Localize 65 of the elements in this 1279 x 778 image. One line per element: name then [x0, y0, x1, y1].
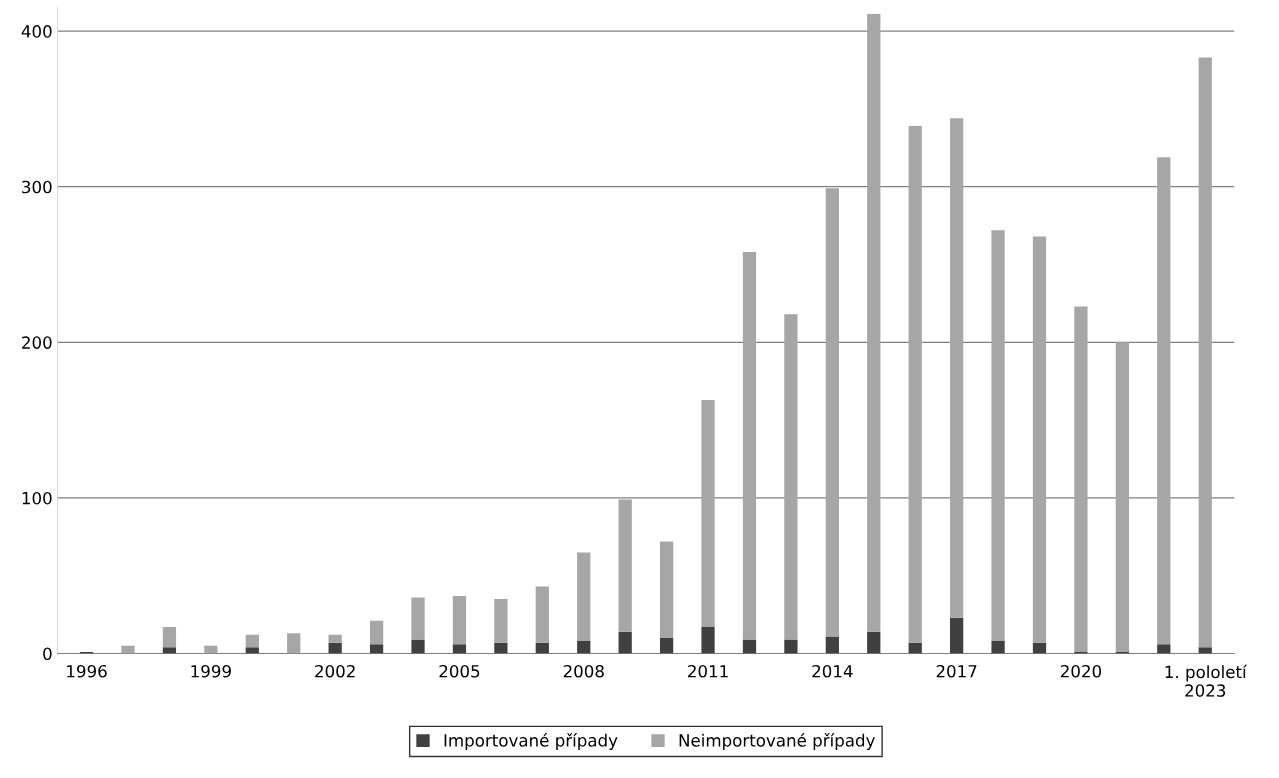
x-tick-label: 1999 [191, 664, 231, 678]
bar [162, 627, 177, 648]
bar [825, 188, 839, 637]
legend-label: Neimportované případy [679, 733, 875, 750]
bar [287, 633, 301, 654]
bar [411, 597, 425, 640]
bar [701, 627, 715, 654]
bar [825, 636, 839, 654]
x-tick-label: 2017 [936, 664, 977, 678]
bar [1157, 644, 1171, 654]
y-tick-label: 300 [22, 180, 52, 194]
bar [245, 647, 259, 654]
bar [742, 252, 757, 640]
bar [1198, 57, 1212, 648]
bar [577, 552, 591, 642]
bar [950, 617, 964, 654]
bar [618, 631, 632, 654]
bar [577, 641, 591, 654]
x-tick-label: 2011 [688, 664, 728, 678]
bar [369, 644, 384, 654]
bar [659, 541, 674, 638]
bar [908, 126, 922, 643]
bar [452, 644, 467, 654]
bar [245, 634, 259, 648]
x-tick-label: 2014 [812, 664, 853, 678]
bar [328, 642, 342, 654]
bar [452, 595, 467, 645]
legend-label: Importované případy [444, 733, 618, 750]
x-tick-label: 1. pololetí 2023 [1165, 664, 1248, 697]
bar [162, 647, 177, 654]
bar [701, 399, 715, 628]
bar [369, 620, 384, 645]
bar [659, 637, 674, 654]
bar [1157, 157, 1171, 645]
bar [328, 634, 342, 643]
bar [1115, 342, 1129, 652]
y-tick-label: 400 [21, 25, 52, 38]
bar [742, 639, 757, 654]
bar [121, 645, 135, 654]
bar [991, 641, 1005, 654]
bar [1074, 306, 1088, 652]
y-tick-label: 0 [43, 647, 52, 661]
x-tick-label: 1996 [67, 664, 107, 678]
bar [908, 642, 922, 654]
bar [1032, 642, 1047, 654]
y-tick-label: 100 [22, 491, 52, 505]
bar [494, 599, 508, 643]
y-tick-label: 200 [22, 336, 52, 349]
bar [535, 642, 549, 654]
bar [784, 639, 798, 654]
bar [411, 639, 425, 654]
bar [1198, 647, 1212, 654]
bar [867, 631, 881, 654]
bar [1032, 236, 1047, 643]
bar [784, 314, 798, 640]
x-tick-label: 2002 [315, 664, 355, 678]
bar [494, 642, 508, 654]
bar [950, 118, 964, 618]
bar [618, 499, 632, 632]
x-tick-label: 2005 [439, 664, 480, 678]
bar [867, 14, 881, 632]
x-tick-label: 2008 [563, 664, 604, 678]
bar [991, 230, 1005, 642]
bar [535, 586, 549, 643]
x-tick-label: 2020 [1060, 664, 1102, 678]
